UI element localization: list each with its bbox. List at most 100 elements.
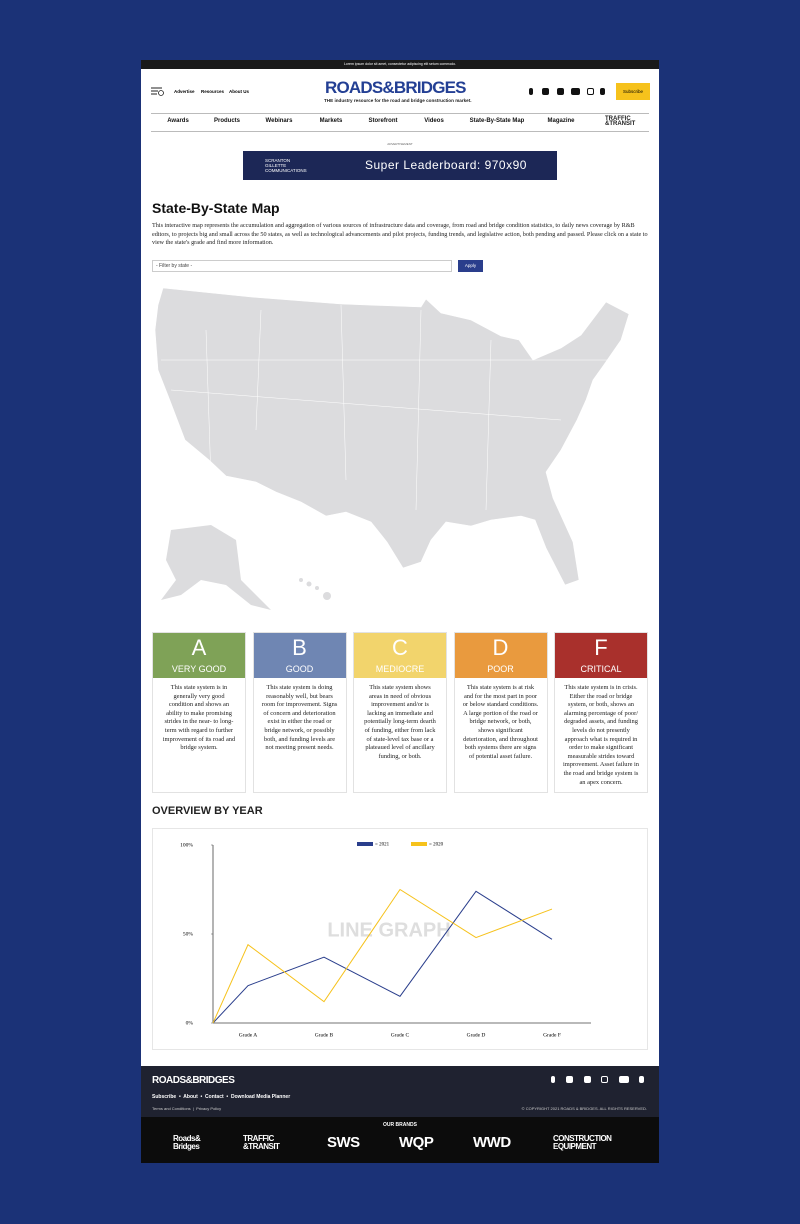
subscribe-button[interactable]: Subscribe bbox=[616, 83, 650, 100]
grade-description: This state system shows areas in need of… bbox=[364, 684, 436, 760]
us-map[interactable] bbox=[141, 280, 659, 615]
state-borders bbox=[161, 304, 611, 511]
nav-item[interactable]: Products bbox=[213, 118, 241, 124]
map-title: State-By-State Map bbox=[152, 200, 280, 216]
rss-icon[interactable] bbox=[600, 88, 605, 95]
twitter-icon[interactable] bbox=[542, 88, 549, 95]
overview-heading: OVERVIEW BY YEAR bbox=[152, 805, 263, 817]
grade-header: D POOR bbox=[454, 633, 547, 678]
grade-header: C MEDIOCRE bbox=[354, 633, 446, 678]
brand-logo[interactable]: Roads& Bridges bbox=[173, 1134, 201, 1151]
grade-label: GOOD bbox=[285, 664, 314, 674]
youtube-icon[interactable] bbox=[619, 1076, 629, 1083]
grade-card[interactable]: C MEDIOCRE This state system shows areas i… bbox=[353, 632, 447, 793]
legend-label: = 2020 bbox=[429, 843, 444, 848]
series-line bbox=[212, 890, 553, 1024]
ad-banner[interactable]: SCRANTON GILLETTE COMMUNICATIONS Super L… bbox=[243, 151, 557, 180]
map-description: This interactive map represents the accu… bbox=[152, 222, 648, 247]
grade-header: B GOOD bbox=[253, 633, 346, 678]
y-tick-label: 100% bbox=[180, 842, 193, 848]
x-tick-label: Grade A bbox=[239, 1032, 258, 1038]
nav-item[interactable]: Storefront bbox=[368, 118, 398, 124]
hawaii[interactable] bbox=[299, 578, 331, 600]
grade-description: This state system is doing reasonably we… bbox=[261, 684, 338, 752]
rss-icon[interactable] bbox=[639, 1076, 644, 1083]
grade-card[interactable]: A VERY GOOD This state system is in genera… bbox=[152, 632, 246, 793]
grade-card[interactable]: B GOOD This state system is doing reasonab… bbox=[252, 632, 347, 793]
grade-header: F CRITICAL bbox=[555, 633, 647, 678]
menu-icon[interactable] bbox=[151, 86, 165, 98]
ad-brand: SCRANTON GILLETTE COMMUNICATIONS bbox=[265, 158, 307, 173]
filter-placeholder: - Filter by state - bbox=[156, 263, 193, 269]
nav-item[interactable]: Webinars bbox=[265, 118, 293, 124]
divider bbox=[151, 113, 649, 114]
grade-label: CRITICAL bbox=[580, 664, 622, 674]
brand-logo[interactable]: TRAFFIC &TRANSIT bbox=[243, 1134, 280, 1151]
grade-letter: A bbox=[191, 635, 207, 660]
grade-header: A VERY GOOD bbox=[153, 633, 245, 678]
brands-bar: OUR BRANDS Roads& Bridges TRAFFIC &TRANSI… bbox=[141, 1117, 659, 1163]
grade-letter: B bbox=[292, 635, 307, 660]
nav-item[interactable]: Awards bbox=[167, 118, 189, 124]
facebook-icon[interactable] bbox=[529, 88, 533, 95]
grade-label: POOR bbox=[487, 664, 514, 674]
header-link[interactable]: Resources bbox=[201, 89, 225, 94]
legend-label: = 2021 bbox=[375, 843, 390, 848]
apply-button[interactable]: Apply bbox=[458, 260, 483, 272]
chart-annotation: LINE GRAPH bbox=[327, 919, 450, 941]
grade-description: This state system is in crisis. Either t… bbox=[563, 684, 639, 786]
header-link[interactable]: About Us bbox=[229, 89, 249, 94]
nav-item[interactable]: Videos bbox=[424, 118, 444, 124]
social-icons bbox=[529, 88, 609, 96]
state-filter[interactable]: - Filter by state - bbox=[152, 260, 452, 272]
instagram-icon[interactable] bbox=[601, 1076, 608, 1083]
nav-logo[interactable]: TRAFFIC &TRANSIT bbox=[605, 116, 636, 127]
footer: ROADS&BRIDGES Subscribe • About • Contac… bbox=[141, 1066, 659, 1117]
top-bar: Lorem ipsum dolor sit amet, consectetur … bbox=[141, 60, 659, 69]
top-bar-text: Lorem ipsum dolor sit amet, consectetur … bbox=[343, 62, 457, 66]
x-tick-label: Grade D bbox=[467, 1032, 486, 1038]
brands-title: OUR BRANDS bbox=[383, 1122, 417, 1128]
footer-links[interactable]: Subscribe • About • Contact • Download M… bbox=[152, 1094, 291, 1100]
instagram-icon[interactable] bbox=[587, 88, 594, 95]
brand-logo[interactable]: WQP bbox=[399, 1134, 434, 1151]
linkedin-icon[interactable] bbox=[584, 1076, 591, 1083]
facebook-icon[interactable] bbox=[551, 1076, 555, 1083]
legend-swatch bbox=[357, 842, 373, 846]
y-tick-label: 50% bbox=[183, 931, 194, 937]
ad-text: Super Leaderboard: 970x90 bbox=[365, 158, 527, 172]
brand-logo[interactable]: CONSTRUCTION EQUIPMENT bbox=[553, 1134, 612, 1151]
youtube-icon[interactable] bbox=[571, 88, 580, 95]
x-tick-label: Grade B bbox=[315, 1032, 334, 1038]
x-tick-label: Grade F bbox=[543, 1032, 561, 1038]
grade-description: This state system is in generally very g… bbox=[162, 684, 236, 752]
x-tick-label: Grade C bbox=[391, 1032, 410, 1038]
footer-legal[interactable]: Terms and Conditions | Privacy Policy bbox=[152, 1106, 222, 1111]
nav-item[interactable]: Magazine bbox=[547, 118, 575, 124]
footer-logo[interactable]: ROADS&BRIDGES bbox=[152, 1075, 235, 1086]
copyright: © COPYRIGHT 2021 ROADS & BRIDGES. ALL RI… bbox=[521, 1106, 647, 1111]
tagline: THE industry resource for the road and b… bbox=[324, 98, 472, 103]
twitter-icon[interactable] bbox=[566, 1076, 573, 1083]
series-line bbox=[212, 888, 553, 1024]
linkedin-icon[interactable] bbox=[557, 88, 564, 95]
y-tick-label: 0% bbox=[186, 1020, 194, 1026]
brand-logo[interactable]: WWD bbox=[473, 1134, 511, 1151]
grade-card[interactable]: D POOR This state system is at risk and fo… bbox=[453, 632, 548, 793]
brand-logo[interactable]: SWS bbox=[327, 1134, 360, 1151]
grade-label: MEDIOCRE bbox=[375, 664, 425, 674]
grade-letter: C bbox=[392, 635, 408, 660]
ad-label: ADVERTISEMENT bbox=[387, 142, 413, 146]
alaska[interactable] bbox=[161, 525, 271, 610]
nav-item[interactable]: State-By-State Map bbox=[469, 118, 525, 124]
divider bbox=[151, 131, 649, 132]
grade-label: VERY GOOD bbox=[171, 664, 227, 674]
logo[interactable]: ROADS&BRIDGES bbox=[325, 78, 467, 97]
header-link[interactable]: Advertise bbox=[174, 89, 195, 94]
nav-item[interactable]: Markets bbox=[319, 118, 343, 124]
line-chart: LINE GRAPH 0% 50% 100% Grade A Grade B Grade C… bbox=[152, 828, 648, 1050]
grade-card[interactable]: F CRITICAL This state system is in crisis.… bbox=[554, 632, 648, 793]
grade-description: This state system is at risk and for the… bbox=[462, 684, 539, 760]
contiguous-states[interactable] bbox=[154, 287, 630, 586]
